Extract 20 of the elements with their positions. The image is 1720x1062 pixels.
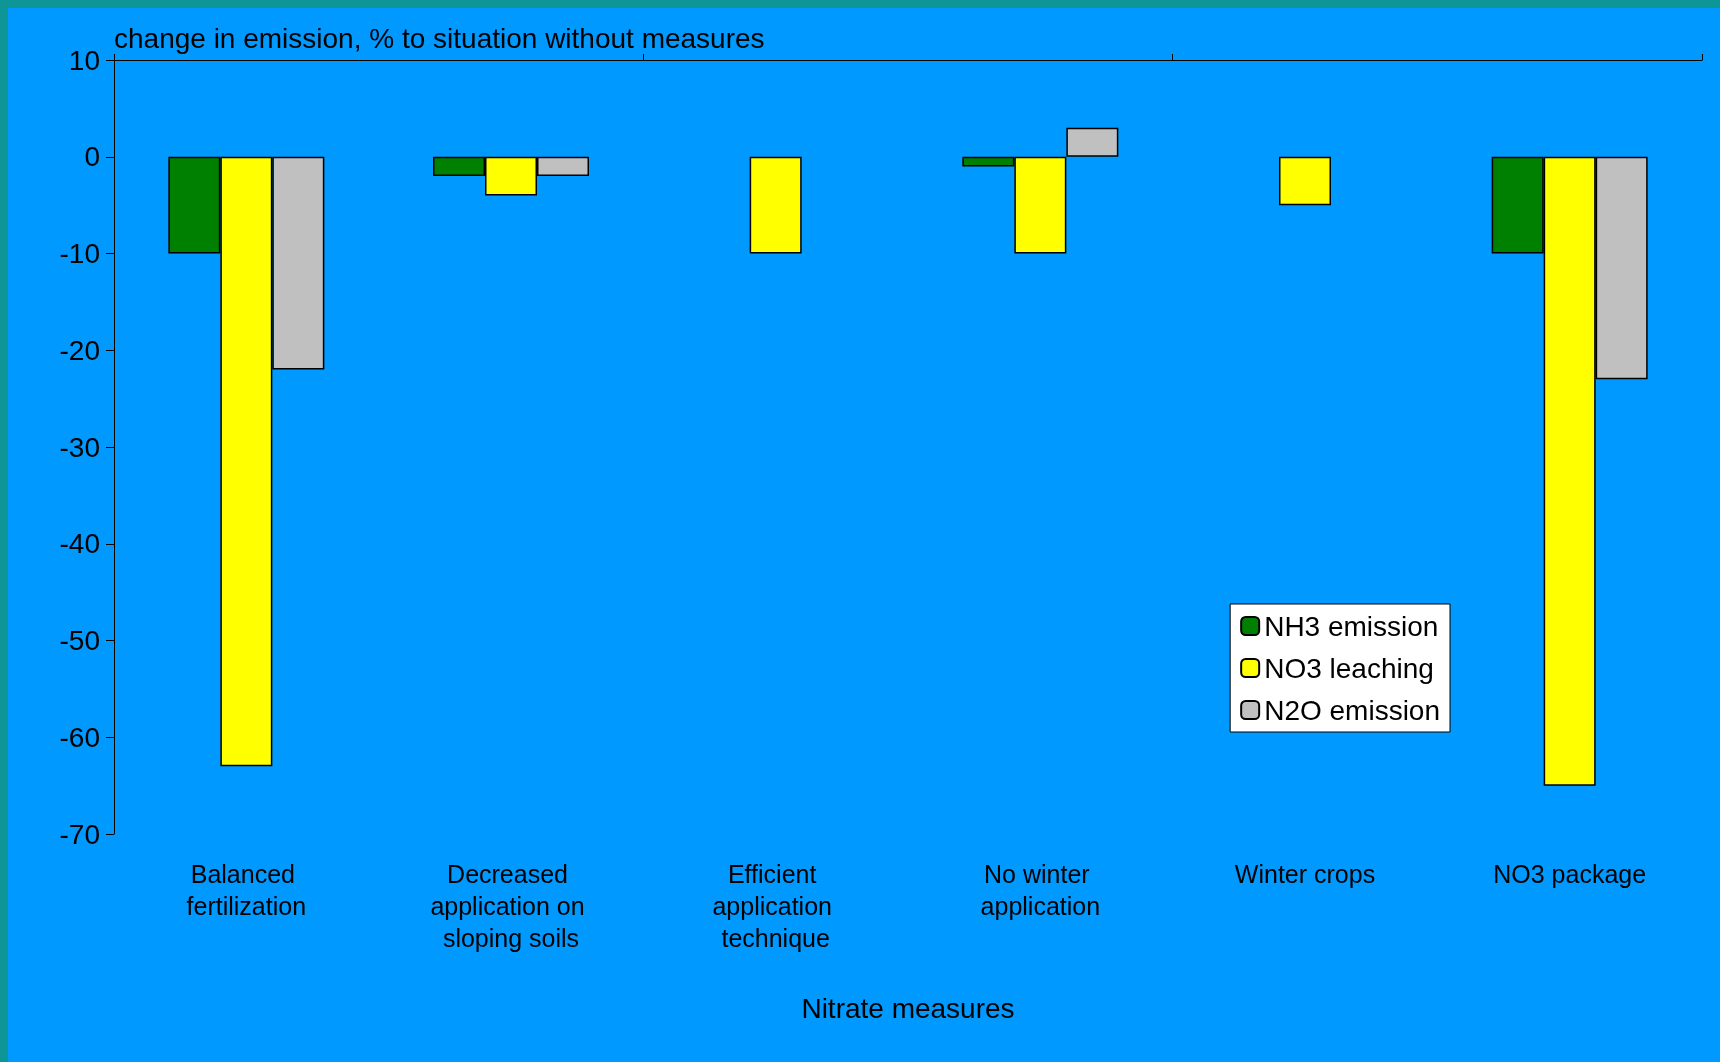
x-tick-label: Decreased application on sloping soils bbox=[430, 860, 592, 952]
x-tick-label: Balanced fertilization bbox=[186, 860, 307, 920]
y-tick-label: -10 bbox=[59, 238, 100, 269]
y-tick-label: 0 bbox=[84, 141, 100, 173]
y-tick-label: -40 bbox=[59, 528, 100, 560]
legend-label: N2O emission bbox=[1264, 694, 1441, 726]
y-tick-label: -70 bbox=[59, 818, 100, 850]
y-tick-label: -30 bbox=[59, 431, 100, 463]
y-tick-label: 10 bbox=[68, 44, 100, 76]
x-tick-label: Efficient application technique bbox=[712, 860, 839, 952]
y-tick-label: -50 bbox=[59, 625, 100, 656]
x-tick-label: No winter application bbox=[980, 860, 1101, 920]
legend-label: NH3 emission bbox=[1264, 610, 1439, 642]
y-tick-label: -60 bbox=[59, 721, 100, 753]
x-tick-label: Winter crops bbox=[1234, 860, 1376, 888]
y-axis-title: change in emission, % to situation without measures bbox=[114, 22, 765, 54]
y-tick-label: -20 bbox=[59, 334, 100, 366]
x-tick-label: NO3 package bbox=[1493, 860, 1647, 888]
legend-label: NO3 leaching bbox=[1264, 652, 1434, 684]
x-axis-title: Nitrate measures bbox=[801, 992, 1015, 1024]
